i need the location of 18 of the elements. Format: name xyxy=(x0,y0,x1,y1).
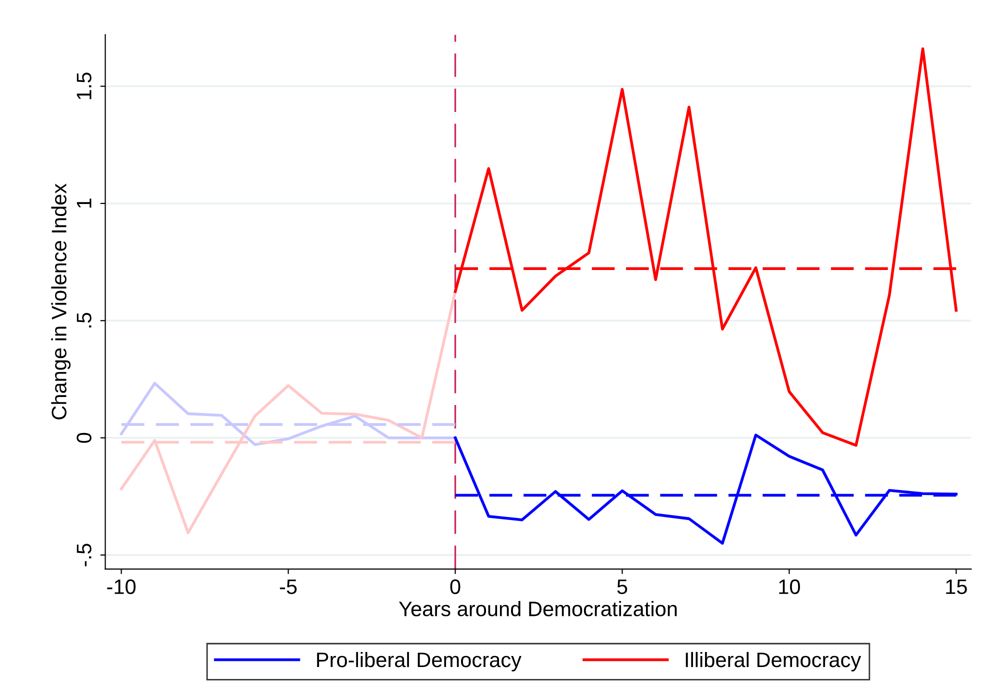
y-tick-label: .5 xyxy=(76,312,92,328)
legend-label: Pro-liberal Democracy xyxy=(317,652,522,672)
x-axis-title: Years around Democratization xyxy=(398,601,677,616)
x-tick-label: -5 xyxy=(280,580,297,594)
y-tick-label: -.5 xyxy=(76,544,92,566)
y-tick-label: 0 xyxy=(76,432,92,443)
y-tick-label: 1.5 xyxy=(76,72,92,100)
line-series xyxy=(454,47,958,447)
x-tick-label: -10 xyxy=(107,579,136,594)
y-tick-label: 1 xyxy=(76,198,92,208)
x-tick-label: 0 xyxy=(450,579,460,594)
x-tick-label: 5 xyxy=(617,580,628,594)
line-series xyxy=(120,382,457,446)
x-tick-label: 15 xyxy=(946,580,967,594)
line-series xyxy=(120,290,457,534)
x-tick-label: 10 xyxy=(779,579,800,594)
y-axis-title: Change in Violence Index xyxy=(51,184,71,420)
legend-label: Illiberal Democracy xyxy=(686,652,862,672)
